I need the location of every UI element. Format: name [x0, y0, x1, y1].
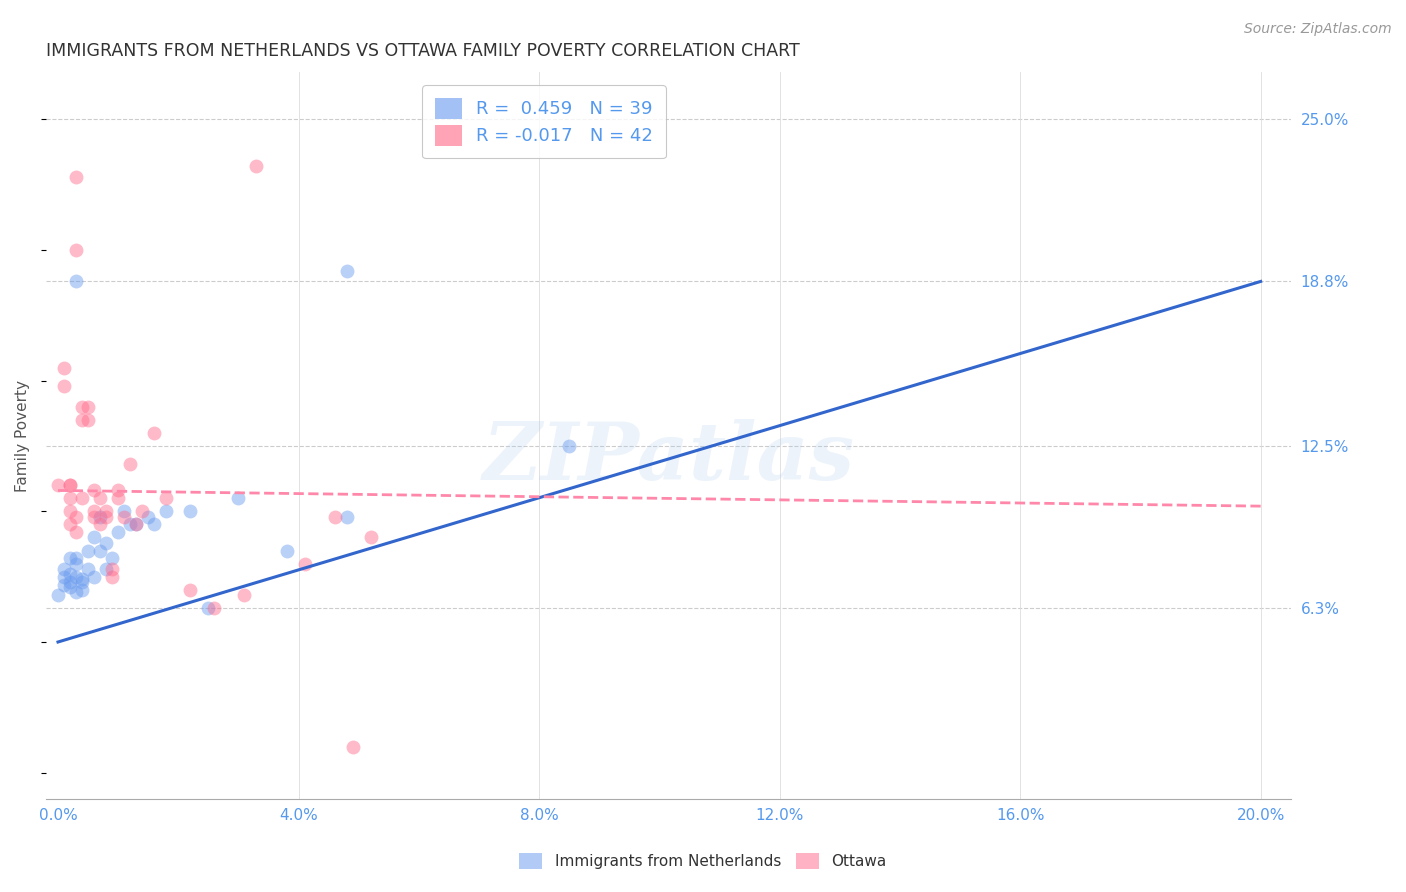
Point: [112, 504, 135, 518]
Point: [107, 483, 129, 498]
Point: [233, 588, 256, 602]
Text: ZIPatlas: ZIPatlas: [482, 418, 855, 496]
Point: [120, 458, 142, 472]
Point: [59, 567, 82, 582]
Point: [59, 478, 82, 492]
Point: [46, 588, 69, 602]
Point: [143, 517, 166, 532]
Point: [558, 439, 581, 453]
Point: [70, 574, 93, 589]
Point: [125, 517, 148, 532]
Point: [94, 504, 117, 518]
Point: [83, 509, 105, 524]
Point: [202, 601, 225, 615]
Point: [83, 504, 105, 518]
Point: [89, 517, 111, 532]
Point: [70, 491, 93, 506]
Point: [94, 535, 117, 549]
Point: [276, 543, 298, 558]
Point: [59, 551, 82, 566]
Point: [94, 562, 117, 576]
Point: [107, 525, 129, 540]
Point: [94, 509, 117, 524]
Point: [59, 574, 82, 589]
Point: [53, 577, 76, 591]
Point: [65, 525, 87, 540]
Point: [77, 562, 100, 576]
Point: [83, 570, 105, 584]
Point: [179, 504, 201, 518]
Point: [65, 509, 87, 524]
Point: [89, 491, 111, 506]
Text: Source: ZipAtlas.com: Source: ZipAtlas.com: [1244, 22, 1392, 37]
Point: [89, 543, 111, 558]
Y-axis label: Family Poverty: Family Poverty: [15, 380, 30, 491]
Point: [101, 551, 124, 566]
Point: [136, 509, 159, 524]
Point: [77, 400, 100, 414]
Point: [77, 543, 100, 558]
Point: [228, 491, 250, 506]
Point: [65, 275, 87, 289]
Point: [65, 551, 87, 566]
Point: [53, 379, 76, 393]
Point: [59, 504, 82, 518]
Point: [101, 570, 124, 584]
Point: [89, 509, 111, 524]
Point: [65, 169, 87, 184]
Point: [360, 531, 382, 545]
Point: [65, 557, 87, 571]
Point: [342, 739, 364, 754]
Point: [65, 243, 87, 257]
Point: [65, 585, 87, 599]
Point: [53, 570, 76, 584]
Point: [107, 491, 129, 506]
Point: [155, 491, 177, 506]
Point: [70, 400, 93, 414]
Point: [125, 517, 148, 532]
Point: [197, 601, 219, 615]
Point: [59, 478, 82, 492]
Point: [83, 531, 105, 545]
Point: [245, 160, 267, 174]
Legend: R =  0.459   N = 39, R = -0.017   N = 42: R = 0.459 N = 39, R = -0.017 N = 42: [422, 85, 665, 159]
Point: [59, 580, 82, 594]
Point: [70, 582, 93, 597]
Point: [155, 504, 177, 518]
Point: [70, 413, 93, 427]
Point: [179, 582, 201, 597]
Point: [131, 504, 153, 518]
Point: [323, 509, 346, 524]
Point: [59, 491, 82, 506]
Point: [120, 517, 142, 532]
Point: [83, 483, 105, 498]
Point: [336, 264, 359, 278]
Point: [77, 413, 100, 427]
Point: [70, 572, 93, 586]
Point: [112, 509, 135, 524]
Point: [336, 509, 359, 524]
Point: [294, 557, 316, 571]
Point: [53, 360, 76, 375]
Text: IMMIGRANTS FROM NETHERLANDS VS OTTAWA FAMILY POVERTY CORRELATION CHART: IMMIGRANTS FROM NETHERLANDS VS OTTAWA FA…: [46, 42, 800, 60]
Point: [53, 562, 76, 576]
Legend: Immigrants from Netherlands, Ottawa: Immigrants from Netherlands, Ottawa: [513, 847, 893, 875]
Point: [143, 425, 166, 440]
Point: [65, 570, 87, 584]
Point: [101, 562, 124, 576]
Point: [59, 517, 82, 532]
Point: [46, 478, 69, 492]
